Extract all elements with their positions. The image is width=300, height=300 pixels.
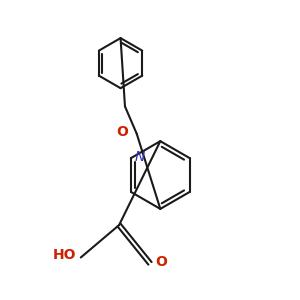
Text: N: N [134,150,145,164]
Text: HO: HO [53,248,76,262]
Text: O: O [116,125,128,139]
Text: O: O [155,255,167,269]
